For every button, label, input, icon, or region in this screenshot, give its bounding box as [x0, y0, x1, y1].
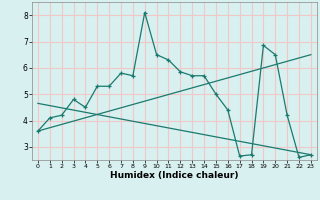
X-axis label: Humidex (Indice chaleur): Humidex (Indice chaleur) [110, 171, 239, 180]
